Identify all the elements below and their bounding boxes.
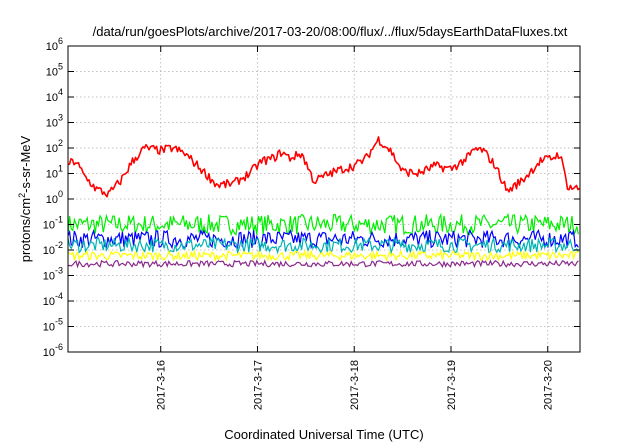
y-axis-ticks: 10-610-510-410-310-210-11001011021031041… [43,36,580,359]
y-tick-label-exp: 0 [58,189,63,199]
y-tick-label-base: 10 [43,347,55,359]
y-tick-label: 10-6 [43,342,63,359]
data-series [67,136,581,269]
x-axis-label: Coordinated Universal Time (UTC) [224,427,423,442]
y-tick-label-exp: 5 [58,62,63,72]
x-tick-label: 2017-3-16 [156,360,168,410]
y-tick-label-base: 10 [43,296,55,308]
y-tick-label-base: 10 [46,41,58,53]
x-tick-label: 2017-3-18 [349,360,361,410]
y-tick-label: 103 [46,113,63,130]
y-axis-label-sup: 2 [17,193,27,198]
y-tick-label: 100 [46,189,63,206]
flux-line-series [67,136,581,198]
y-tick-label: 102 [46,138,63,155]
flux-band-series [67,212,579,237]
flux-band-series [67,249,579,263]
y-tick-label-base: 10 [46,92,58,104]
y-tick-label: 10-5 [43,317,63,334]
y-tick-label-exp: -6 [55,342,63,352]
y-tick-label: 10-2 [43,240,63,257]
y-axis-label-rest: -s-sr-MeV [18,135,33,192]
y-tick-label-exp: -4 [55,291,63,301]
y-tick-label: 104 [46,87,63,104]
y-tick-label-base: 10 [43,271,55,283]
y-tick-label-exp: -1 [55,215,63,225]
y-tick-label-base: 10 [46,194,58,206]
y-tick-label-base: 10 [46,118,58,130]
y-tick-label-exp: 1 [58,164,63,174]
x-tick-label: 2017-3-17 [252,360,264,410]
flux-band-series [67,236,579,255]
y-tick-label-base: 10 [46,143,58,155]
y-tick-label: 106 [46,36,63,53]
y-tick-label: 10-4 [43,291,63,308]
y-tick-label-exp: -5 [55,317,63,327]
x-tick-label: 2017-3-20 [543,360,555,410]
y-tick-label-exp: 3 [58,113,63,123]
y-tick-label: 105 [46,62,63,79]
y-tick-label-base: 10 [46,169,58,181]
y-tick-label: 101 [46,164,63,181]
y-tick-label-exp: -3 [55,266,63,276]
y-tick-label-exp: 2 [58,138,63,148]
y-axis-label-base: protons/cm [18,198,33,262]
y-tick-label-base: 10 [43,220,55,232]
y-tick-label-exp: 4 [58,87,63,97]
y-tick-label-base: 10 [43,245,55,257]
y-tick-label-exp: -2 [55,240,63,250]
y-axis-label: protons/cm2-s-sr-MeV [17,135,33,262]
grid-lines [68,46,580,352]
x-tick-label: 2017-3-19 [446,360,458,410]
flux-band-series [67,259,579,269]
x-axis-ticks: 2017-3-16 2017-3-17 2017-3-18 2017-3-19 2017… [156,46,555,410]
y-tick-label-base: 10 [46,67,58,79]
y-tick-label: 10-1 [43,215,63,232]
y-tick-label-exp: 6 [58,36,63,46]
y-tick-label: 10-3 [43,266,63,283]
chart-title: /data/run/goesPlots/archive/2017-03-20/0… [93,24,568,39]
y-tick-label-base: 10 [43,322,55,334]
